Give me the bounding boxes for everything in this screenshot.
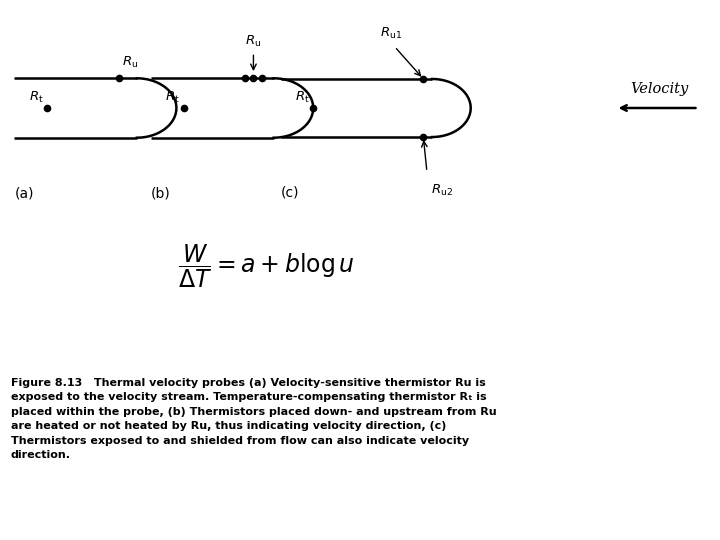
- Text: (b): (b): [151, 186, 171, 200]
- Text: Velocity: Velocity: [630, 82, 688, 96]
- Text: (a): (a): [14, 186, 34, 200]
- Text: $\dfrac{W}{\Delta T} = a + b\log u$: $\dfrac{W}{\Delta T} = a + b\log u$: [178, 243, 355, 291]
- Text: (c): (c): [281, 186, 300, 200]
- Text: $R_\mathrm{t}$: $R_\mathrm{t}$: [295, 90, 310, 105]
- Text: $R_\mathrm{u1}$: $R_\mathrm{u1}$: [380, 26, 402, 41]
- Text: $R_\mathrm{u}$: $R_\mathrm{u}$: [246, 33, 261, 49]
- Text: $R_\mathrm{t}$: $R_\mathrm{t}$: [29, 90, 43, 105]
- Text: $R_\mathrm{u}$: $R_\mathrm{u}$: [122, 55, 139, 70]
- Text: $R_\mathrm{t}$: $R_\mathrm{t}$: [166, 90, 180, 105]
- Text: Figure 8.13   Thermal velocity probes (a) Velocity-sensitive thermistor Ru is
ex: Figure 8.13 Thermal velocity probes (a) …: [11, 378, 496, 460]
- Text: $R_\mathrm{u2}$: $R_\mathrm{u2}$: [431, 183, 453, 198]
